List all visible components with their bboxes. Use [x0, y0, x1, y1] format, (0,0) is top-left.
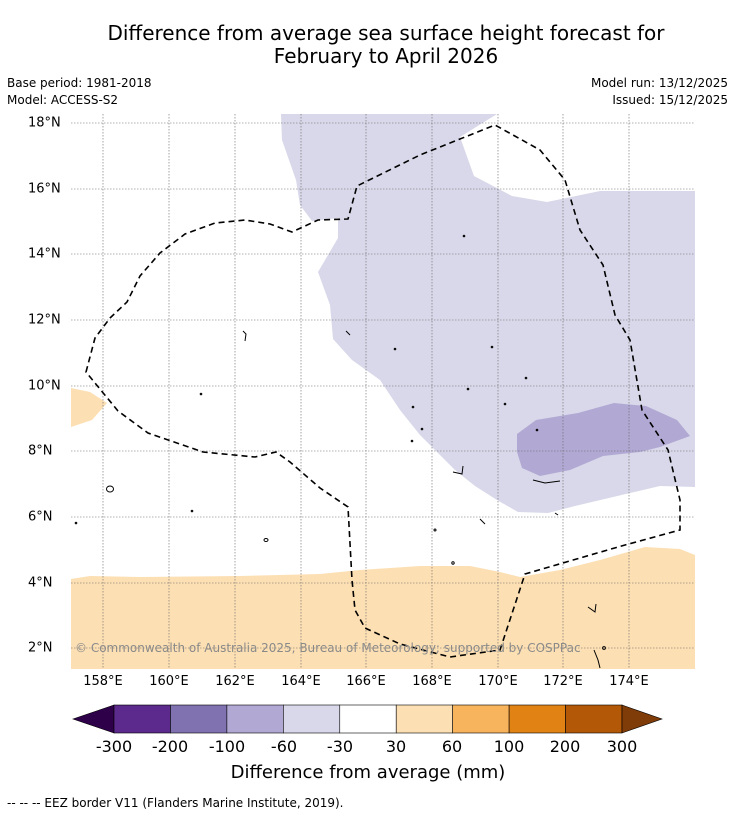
lat-tick-label: 10°N	[28, 378, 61, 394]
lon-tick-label: 174°E	[609, 674, 649, 689]
meta-left: Base period: 1981-2018 Model: ACCESS-S2	[7, 75, 152, 109]
gridlines	[71, 114, 695, 669]
colorbar-segment	[170, 704, 228, 734]
lat-tick-label: 4°N	[28, 575, 53, 591]
chart-title: Difference from average sea surface heig…	[0, 22, 736, 68]
lon-tick-label: 170°E	[478, 674, 518, 689]
lon-tick-label: 164°E	[281, 674, 321, 689]
model-name: Model: ACCESS-S2	[7, 93, 119, 107]
lon-tick-label: 158°E	[83, 674, 123, 689]
colorbar-segment	[113, 704, 171, 734]
colorbar-tick-label: -60	[270, 737, 298, 756]
colorbar	[72, 704, 663, 734]
colorbar-tick-label: 300	[606, 737, 638, 756]
colorbar-segment	[395, 704, 453, 734]
colorbar-tick-label: -200	[151, 737, 189, 756]
lat-tick-label: 8°N	[28, 443, 53, 459]
region-positive-30-60-west	[71, 388, 107, 427]
lat-tick-label: 14°N	[28, 246, 61, 262]
colorbar-segment	[226, 704, 284, 734]
colorbar-tick-label: 200	[549, 737, 581, 756]
copyright-notice: © Commonwealth of Australia 2025, Bureau…	[75, 641, 581, 655]
lon-tick-label: 160°E	[149, 674, 189, 689]
lat-tick-label: 12°N	[28, 312, 61, 328]
issued-date: Issued: 15/12/2025	[612, 93, 728, 107]
colorbar-title: Difference from average (mm)	[230, 762, 506, 783]
lon-tick-label: 168°E	[412, 674, 452, 689]
colorbar-segment	[565, 704, 623, 734]
colorbar-extend-high	[621, 704, 663, 734]
colorbar-segment	[339, 704, 397, 734]
lon-tick-label: 166°E	[346, 674, 386, 689]
lon-tick-label: 162°E	[215, 674, 255, 689]
eez-border	[85, 124, 681, 658]
colorbar-segment	[283, 704, 341, 734]
colorbar-tick-label: -30	[326, 737, 354, 756]
islands	[74, 234, 606, 669]
colorbar-segment	[452, 704, 510, 734]
lat-tick-label: 18°N	[28, 115, 61, 131]
region-positive-30-60-south	[71, 547, 695, 669]
colorbar-tick-label: -100	[208, 737, 246, 756]
lat-tick-label: 2°N	[28, 640, 53, 656]
lat-tick-label: 16°N	[28, 181, 61, 197]
colorbar-extend-low	[72, 704, 115, 734]
lat-tick-label: 6°N	[28, 509, 53, 525]
colorbar-tick-label: -300	[95, 737, 133, 756]
title-line-1: Difference from average sea surface heig…	[107, 21, 665, 45]
region-negative-60-100	[517, 403, 690, 476]
colorbar-tick-label: 30	[385, 737, 407, 756]
colorbar-tick-label: 60	[441, 737, 463, 756]
lon-tick-label: 172°E	[543, 674, 583, 689]
title-line-2: February to April 2026	[273, 44, 499, 68]
colorbar-tick-label: 100	[493, 737, 525, 756]
colorbar-segment	[508, 704, 566, 734]
eez-footnote: -- -- -- EEZ border V11 (Flanders Marine…	[7, 796, 344, 810]
model-run: Model run: 13/12/2025	[590, 76, 728, 90]
meta-right: Model run: 13/12/2025 Issued: 15/12/2025	[591, 75, 728, 109]
base-period: Base period: 1981-2018	[7, 76, 152, 90]
